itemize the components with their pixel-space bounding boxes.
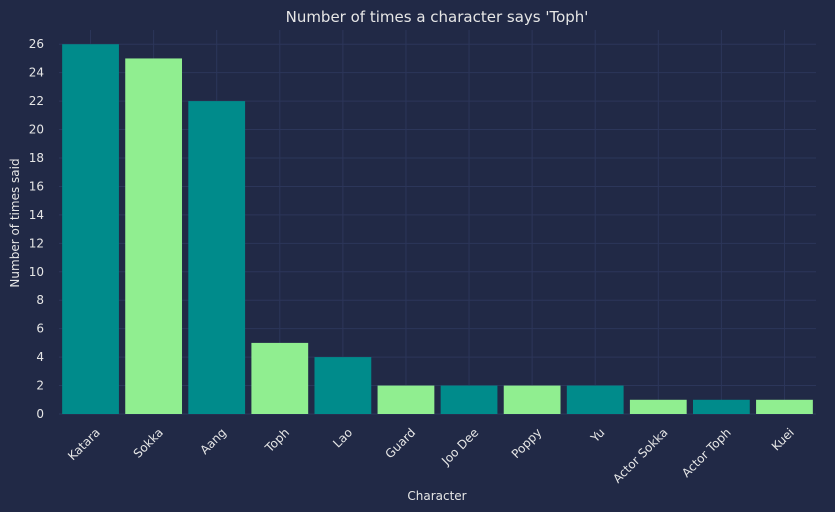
y-tick-label: 22 [29, 94, 44, 108]
bar [566, 385, 624, 414]
x-axis-label: Character [407, 489, 466, 503]
y-tick-label: 14 [29, 208, 44, 222]
y-axis-label: Number of times said [8, 158, 22, 287]
bar [62, 44, 119, 414]
bar [314, 357, 372, 414]
bar [692, 399, 750, 414]
y-tick-label: 2 [36, 379, 44, 393]
y-tick-label: 10 [29, 265, 44, 279]
bar [503, 385, 561, 414]
y-tick-label: 20 [29, 123, 44, 137]
bar [125, 58, 183, 414]
y-tick-label: 0 [36, 407, 44, 421]
bar [629, 399, 687, 414]
y-tick-label: 26 [29, 37, 44, 51]
y-tick-label: 4 [36, 350, 44, 364]
bar [440, 385, 498, 414]
bar [251, 342, 309, 414]
y-tick-label: 24 [29, 66, 44, 80]
y-tick-label: 8 [36, 293, 44, 307]
chart-title: Number of times a character says 'Toph' [286, 8, 589, 26]
bar [188, 101, 246, 414]
y-tick-label: 16 [29, 179, 44, 193]
bar [377, 385, 435, 414]
y-tick-label: 6 [36, 322, 44, 336]
bar [756, 399, 813, 414]
bars-layer [62, 44, 813, 414]
y-tick-label: 12 [29, 236, 44, 250]
y-tick-label: 18 [29, 151, 44, 165]
